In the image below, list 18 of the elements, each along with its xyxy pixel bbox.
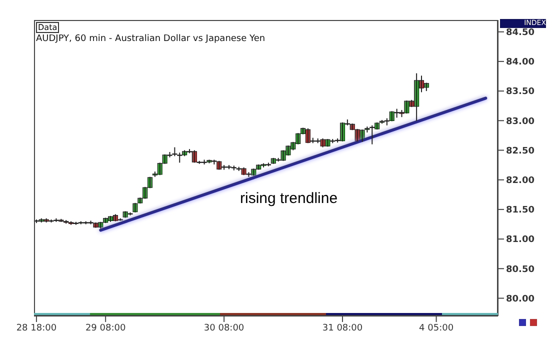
x-tick-label: 4 05:00 xyxy=(419,323,454,334)
annotation: rising trendline xyxy=(240,190,338,207)
y-tick-label: 82.50 xyxy=(506,146,534,156)
x-tick-label: 31 08:00 xyxy=(322,323,363,334)
y-tick-label: 80.00 xyxy=(506,294,534,304)
y-tick-label: 84.50 xyxy=(506,28,534,38)
x-tick-label: 29 08:00 xyxy=(85,323,126,334)
y-tick-label: 81.50 xyxy=(506,206,534,216)
y-tick-label: 84.00 xyxy=(506,58,534,68)
y-tick-label: 80.50 xyxy=(506,264,534,275)
y-tick-label: 83.50 xyxy=(506,87,534,98)
y-tick-label: 82.00 xyxy=(506,176,534,186)
x-tick-label: 28 18:00 xyxy=(16,323,57,334)
annotation: Data xyxy=(36,22,60,33)
x-tick-label: 30 08:00 xyxy=(204,323,244,334)
text: AUDJPY, 60 min - Australian Dollar vs Japanese Yen xyxy=(36,34,266,44)
y-tick-label: 81.00 xyxy=(506,235,534,246)
y-tick-label: 83.00 xyxy=(506,116,534,127)
